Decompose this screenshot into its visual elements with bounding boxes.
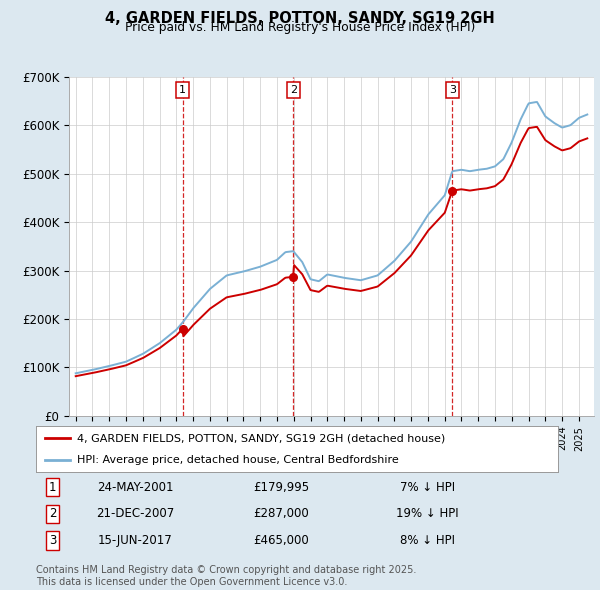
Text: 7% ↓ HPI: 7% ↓ HPI (400, 481, 455, 494)
Text: 2: 2 (49, 507, 56, 520)
Text: £179,995: £179,995 (253, 481, 310, 494)
Text: 1: 1 (179, 86, 186, 95)
Text: 3: 3 (449, 86, 456, 95)
Text: £465,000: £465,000 (253, 534, 309, 547)
Text: 24-MAY-2001: 24-MAY-2001 (97, 481, 173, 494)
Text: Price paid vs. HM Land Registry's House Price Index (HPI): Price paid vs. HM Land Registry's House … (125, 21, 475, 34)
Text: 8% ↓ HPI: 8% ↓ HPI (400, 534, 455, 547)
Text: 4, GARDEN FIELDS, POTTON, SANDY, SG19 2GH (detached house): 4, GARDEN FIELDS, POTTON, SANDY, SG19 2G… (77, 434, 445, 444)
Text: 2: 2 (290, 86, 297, 95)
Text: £287,000: £287,000 (253, 507, 309, 520)
Text: HPI: Average price, detached house, Central Bedfordshire: HPI: Average price, detached house, Cent… (77, 455, 398, 466)
Text: 4, GARDEN FIELDS, POTTON, SANDY, SG19 2GH: 4, GARDEN FIELDS, POTTON, SANDY, SG19 2G… (105, 11, 495, 25)
Text: 3: 3 (49, 534, 56, 547)
Text: 19% ↓ HPI: 19% ↓ HPI (396, 507, 459, 520)
Text: Contains HM Land Registry data © Crown copyright and database right 2025.
This d: Contains HM Land Registry data © Crown c… (36, 565, 416, 587)
Text: 1: 1 (49, 481, 56, 494)
Text: 15-JUN-2017: 15-JUN-2017 (98, 534, 173, 547)
Text: 21-DEC-2007: 21-DEC-2007 (96, 507, 175, 520)
